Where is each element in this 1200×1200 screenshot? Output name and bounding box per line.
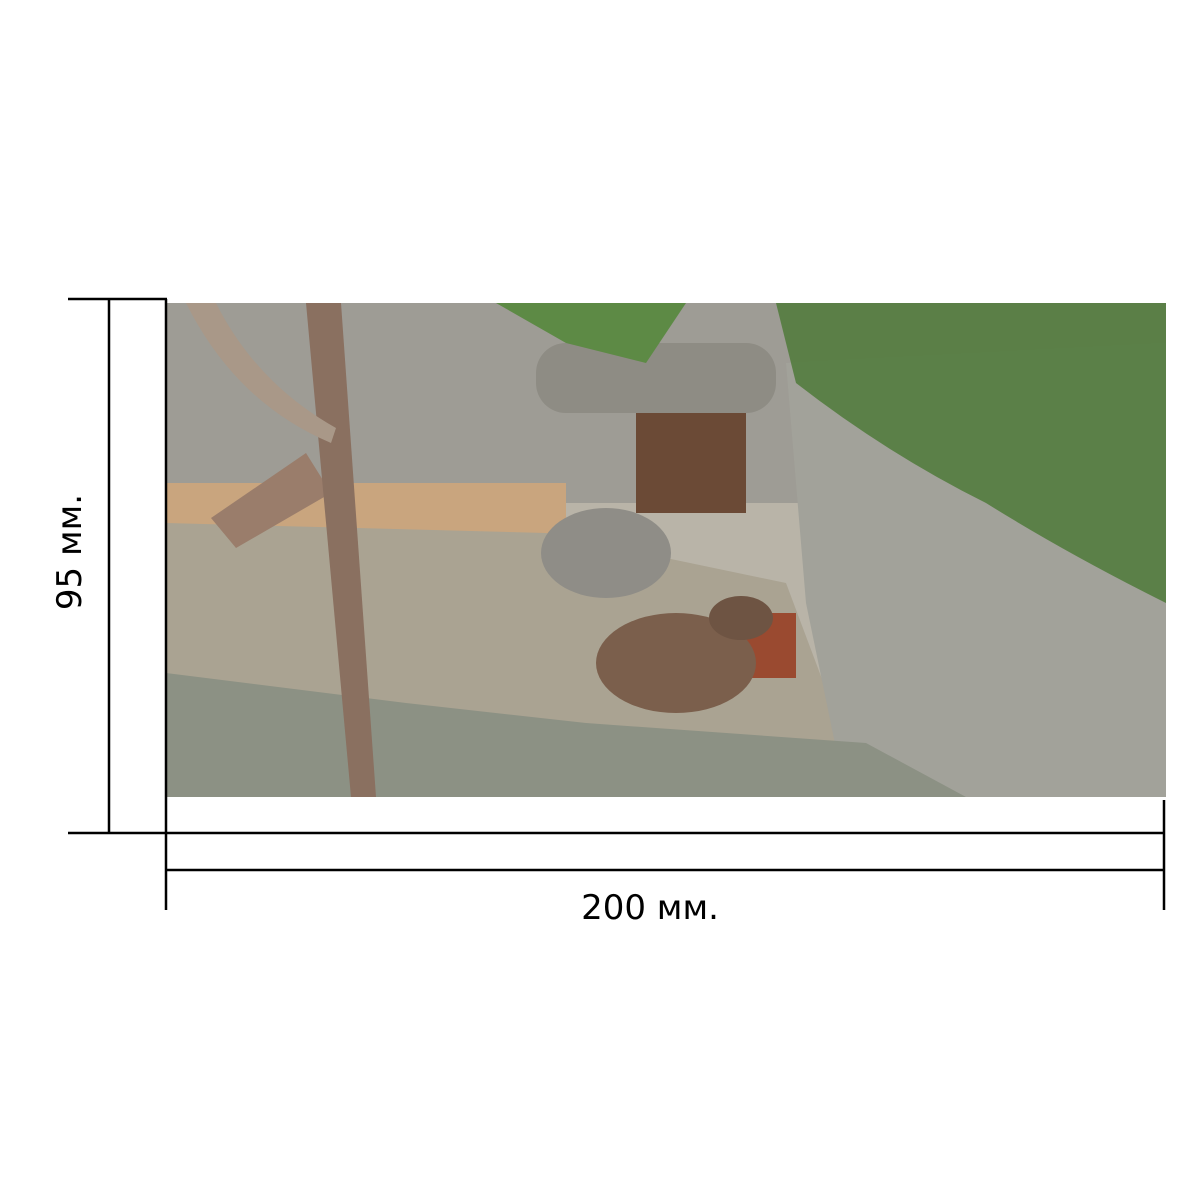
log bbox=[211, 453, 331, 548]
capybara bbox=[596, 613, 756, 713]
rock-pillar bbox=[541, 508, 671, 598]
height-label: 95 мм. bbox=[50, 493, 90, 611]
capybara-head bbox=[709, 596, 773, 640]
rock-pillar-top bbox=[536, 343, 776, 413]
foliage bbox=[776, 303, 1166, 603]
width-label: 200 мм. bbox=[581, 888, 719, 928]
cave-door bbox=[636, 393, 746, 513]
product-photo bbox=[166, 303, 1166, 797]
tree-branch bbox=[186, 303, 336, 443]
foliage-top bbox=[496, 303, 686, 363]
